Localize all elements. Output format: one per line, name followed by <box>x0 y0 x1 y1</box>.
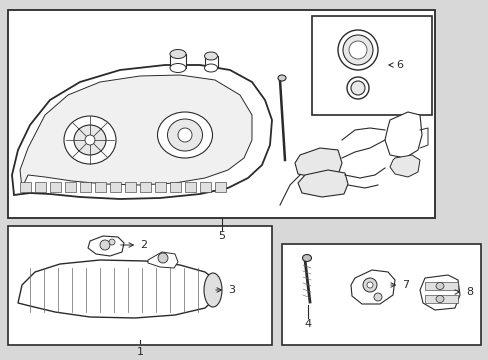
Ellipse shape <box>350 81 364 95</box>
Ellipse shape <box>366 282 372 288</box>
Bar <box>204 56 218 68</box>
Bar <box>311 16 431 115</box>
Bar <box>80 182 91 192</box>
Polygon shape <box>12 65 271 199</box>
Bar <box>170 182 181 192</box>
Ellipse shape <box>373 293 381 301</box>
Bar <box>125 182 136 192</box>
Circle shape <box>158 253 168 263</box>
Polygon shape <box>419 275 459 310</box>
Bar <box>35 182 46 192</box>
Bar <box>170 54 185 68</box>
Ellipse shape <box>85 135 95 145</box>
Ellipse shape <box>74 125 106 155</box>
Ellipse shape <box>362 278 376 292</box>
Bar <box>282 244 480 345</box>
Bar <box>65 182 76 192</box>
Polygon shape <box>294 148 341 178</box>
Ellipse shape <box>178 128 192 142</box>
Text: 6: 6 <box>388 60 402 70</box>
Bar <box>50 182 61 192</box>
Polygon shape <box>148 252 178 268</box>
Bar <box>8 10 434 218</box>
Ellipse shape <box>348 41 366 59</box>
Polygon shape <box>350 270 394 304</box>
Ellipse shape <box>170 63 185 72</box>
Ellipse shape <box>342 35 372 65</box>
Bar <box>200 182 210 192</box>
Ellipse shape <box>435 283 443 289</box>
Ellipse shape <box>157 112 212 158</box>
Text: 5: 5 <box>218 231 225 241</box>
Ellipse shape <box>346 77 368 99</box>
Bar <box>424 282 457 290</box>
Ellipse shape <box>302 255 311 261</box>
Text: 2: 2 <box>121 240 147 250</box>
Ellipse shape <box>435 296 443 302</box>
Bar <box>184 182 196 192</box>
Polygon shape <box>18 260 218 318</box>
Ellipse shape <box>204 64 217 72</box>
Bar <box>20 182 31 192</box>
Polygon shape <box>88 236 124 256</box>
Polygon shape <box>297 170 347 197</box>
Circle shape <box>109 239 115 245</box>
Text: 8: 8 <box>454 287 472 297</box>
Ellipse shape <box>278 75 285 81</box>
Ellipse shape <box>204 52 217 60</box>
Bar <box>110 182 121 192</box>
Text: 4: 4 <box>304 319 311 329</box>
Polygon shape <box>384 112 421 158</box>
Text: 1: 1 <box>136 347 143 357</box>
Polygon shape <box>20 75 251 188</box>
Text: 7: 7 <box>390 280 408 290</box>
Ellipse shape <box>64 116 116 164</box>
Polygon shape <box>389 155 419 177</box>
Text: 3: 3 <box>215 285 235 295</box>
Bar <box>8 226 271 345</box>
Ellipse shape <box>203 273 222 307</box>
Bar <box>215 182 225 192</box>
Bar <box>155 182 165 192</box>
Ellipse shape <box>170 50 185 59</box>
Circle shape <box>100 240 110 250</box>
Bar <box>424 295 457 303</box>
Ellipse shape <box>167 119 202 151</box>
Bar <box>95 182 106 192</box>
Bar <box>140 182 151 192</box>
Ellipse shape <box>337 30 377 70</box>
